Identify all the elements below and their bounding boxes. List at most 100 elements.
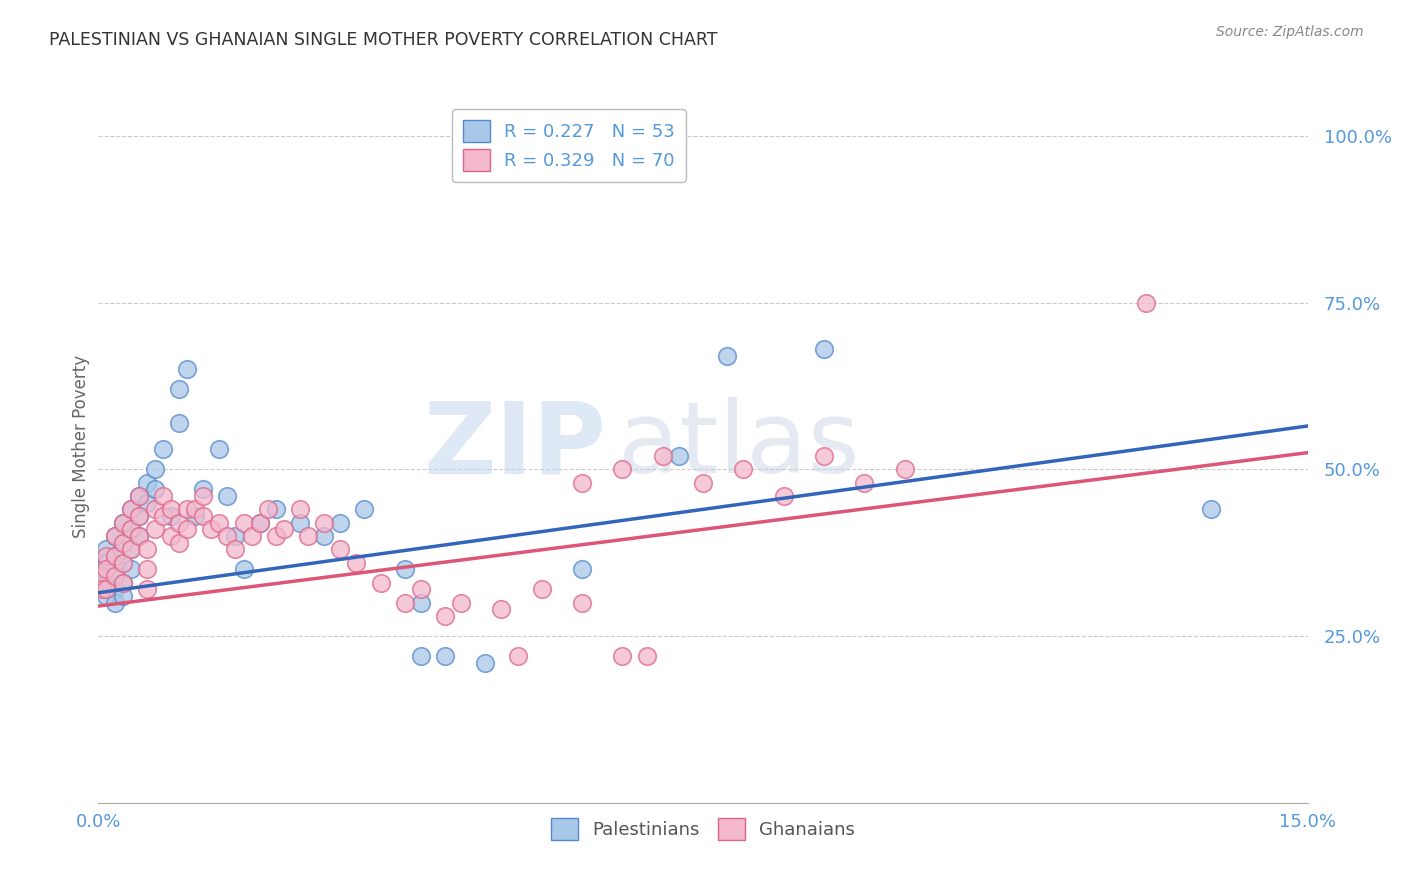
Point [193, 489, 215, 503]
Point [217, 529, 239, 543]
Point [314, 529, 336, 543]
Point [249, 516, 271, 530]
Point [120, 502, 142, 516]
Point [813, 343, 835, 357]
Point [160, 529, 183, 543]
Point [111, 589, 134, 603]
Point [111, 535, 134, 549]
Point [297, 529, 319, 543]
Point [193, 483, 215, 497]
Point [167, 416, 190, 430]
Point [135, 475, 157, 490]
Point [772, 489, 794, 503]
Point [176, 362, 198, 376]
Point [96, 589, 118, 603]
Point [120, 562, 142, 576]
Point [733, 462, 755, 476]
Point [96, 562, 118, 576]
Point [249, 516, 271, 530]
Point [394, 596, 416, 610]
Point [120, 522, 142, 536]
Point [273, 522, 295, 536]
Point [152, 489, 174, 503]
Point [120, 522, 142, 536]
Point [167, 516, 190, 530]
Point [450, 596, 472, 610]
Point [651, 449, 673, 463]
Point [96, 575, 118, 590]
Point [120, 542, 142, 557]
Point [176, 522, 198, 536]
Point [111, 516, 134, 530]
Point [208, 516, 231, 530]
Point [120, 502, 142, 516]
Point [160, 509, 183, 524]
Point [314, 516, 336, 530]
Point [96, 549, 118, 563]
Point [176, 502, 198, 516]
Point [135, 582, 157, 597]
Point [1135, 295, 1157, 310]
Point [668, 449, 690, 463]
Point [208, 442, 231, 457]
Point [103, 569, 125, 583]
Point [329, 542, 352, 557]
Point [571, 596, 593, 610]
Point [135, 542, 157, 557]
Point [491, 602, 513, 616]
Point [353, 502, 375, 516]
Point [128, 489, 150, 503]
Point [111, 556, 134, 570]
Point [612, 649, 634, 664]
Point [96, 556, 118, 570]
Point [409, 596, 432, 610]
Point [240, 529, 263, 543]
Point [370, 575, 392, 590]
Point [135, 496, 157, 510]
Point [394, 562, 416, 576]
Point [1199, 502, 1222, 516]
Point [571, 475, 593, 490]
Point [217, 489, 239, 503]
Point [434, 609, 457, 624]
Point [167, 382, 190, 396]
Point [128, 509, 150, 524]
Point [232, 516, 254, 530]
Point [103, 569, 125, 583]
Legend: Palestinians, Ghanaians: Palestinians, Ghanaians [544, 811, 862, 847]
Text: ZIP: ZIP [423, 398, 606, 494]
Point [103, 529, 125, 543]
Point [143, 462, 166, 476]
Point [111, 556, 134, 570]
Point [111, 575, 134, 590]
Point [506, 649, 529, 664]
Point [530, 582, 553, 597]
Point [128, 529, 150, 543]
Point [232, 562, 254, 576]
Point [612, 462, 634, 476]
Point [143, 502, 166, 516]
Point [200, 522, 222, 536]
Point [813, 449, 835, 463]
Point [893, 462, 915, 476]
Point [96, 542, 118, 557]
Point [288, 502, 311, 516]
Point [152, 442, 174, 457]
Point [474, 656, 496, 670]
Point [264, 529, 287, 543]
Point [409, 582, 432, 597]
Point [120, 542, 142, 557]
Point [143, 522, 166, 536]
Point [128, 509, 150, 524]
Point [224, 529, 246, 543]
Point [103, 596, 125, 610]
Point [111, 535, 134, 549]
Text: atlas: atlas [619, 398, 860, 494]
Point [184, 509, 207, 524]
Point [692, 475, 714, 490]
Point [128, 489, 150, 503]
Point [103, 549, 125, 563]
Point [111, 516, 134, 530]
Point [853, 475, 876, 490]
Point [103, 582, 125, 597]
